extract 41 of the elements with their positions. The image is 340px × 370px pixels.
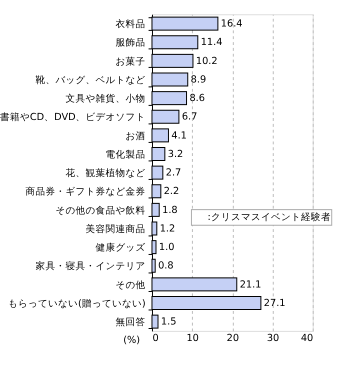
text: :クリスマスイベント経験者 [208, 210, 331, 223]
y-tick-label: 商品券・ギフト券など金券 [26, 186, 146, 198]
text: 1.2 [160, 223, 176, 234]
y-tick-label: 文具や雑貨、小物 [66, 92, 146, 105]
text: 2.7 [166, 168, 182, 179]
x-tick-label: 40 [300, 333, 314, 344]
y-tick-label: 家具・寝具・インテリア [36, 260, 146, 272]
text: 11.4 [200, 37, 222, 48]
text: 8.6 [189, 93, 205, 104]
y-tick-label: 無回答 [116, 316, 146, 328]
y-tick-label: 美容関連商品 [86, 222, 146, 235]
text: 0.8 [158, 260, 174, 272]
x-tick-label: 30 [266, 333, 280, 344]
text: 21.1 [240, 279, 262, 290]
text: 8.9 [190, 74, 206, 86]
text: 16.4 [220, 18, 242, 30]
x-tick-label: 10 [186, 333, 199, 344]
y-tick-label: 靴、バッグ、ベルトなど [36, 74, 146, 86]
text: 1.8 [162, 204, 178, 216]
y-tick-label: 服飾品 [116, 38, 146, 49]
y-tick-label: その他 [116, 278, 146, 291]
text: 27.1 [264, 298, 286, 309]
text: 6.7 [182, 112, 198, 123]
y-tick-label: 書籍やCD、DVD、ビデオソフト [0, 111, 146, 124]
y-tick-label: 電化製品 [106, 148, 146, 160]
text: 3.2 [168, 148, 184, 160]
x-tick-label: 0 [152, 333, 159, 344]
y-tick-label: 健康グッズ [96, 242, 147, 254]
y-tick-label: お酒 [126, 130, 146, 142]
x-axis-title: (%) [123, 335, 140, 346]
text: 4.1 [171, 130, 187, 142]
y-tick-label: 衣料品 [116, 18, 146, 30]
y-tick-label: 花、観葉植物など [66, 167, 146, 180]
text: 2.2 [164, 186, 180, 198]
text: 10.2 [196, 56, 218, 67]
y-tick-label: お菓子 [116, 55, 146, 68]
text: 1.5 [160, 316, 176, 328]
y-tick-label: その他の食品や飲料 [56, 204, 146, 216]
text: 1.0 [158, 242, 174, 254]
y-tick-label: もらっていない(贈っていない) [8, 297, 146, 310]
x-tick-label: 20 [226, 333, 240, 344]
